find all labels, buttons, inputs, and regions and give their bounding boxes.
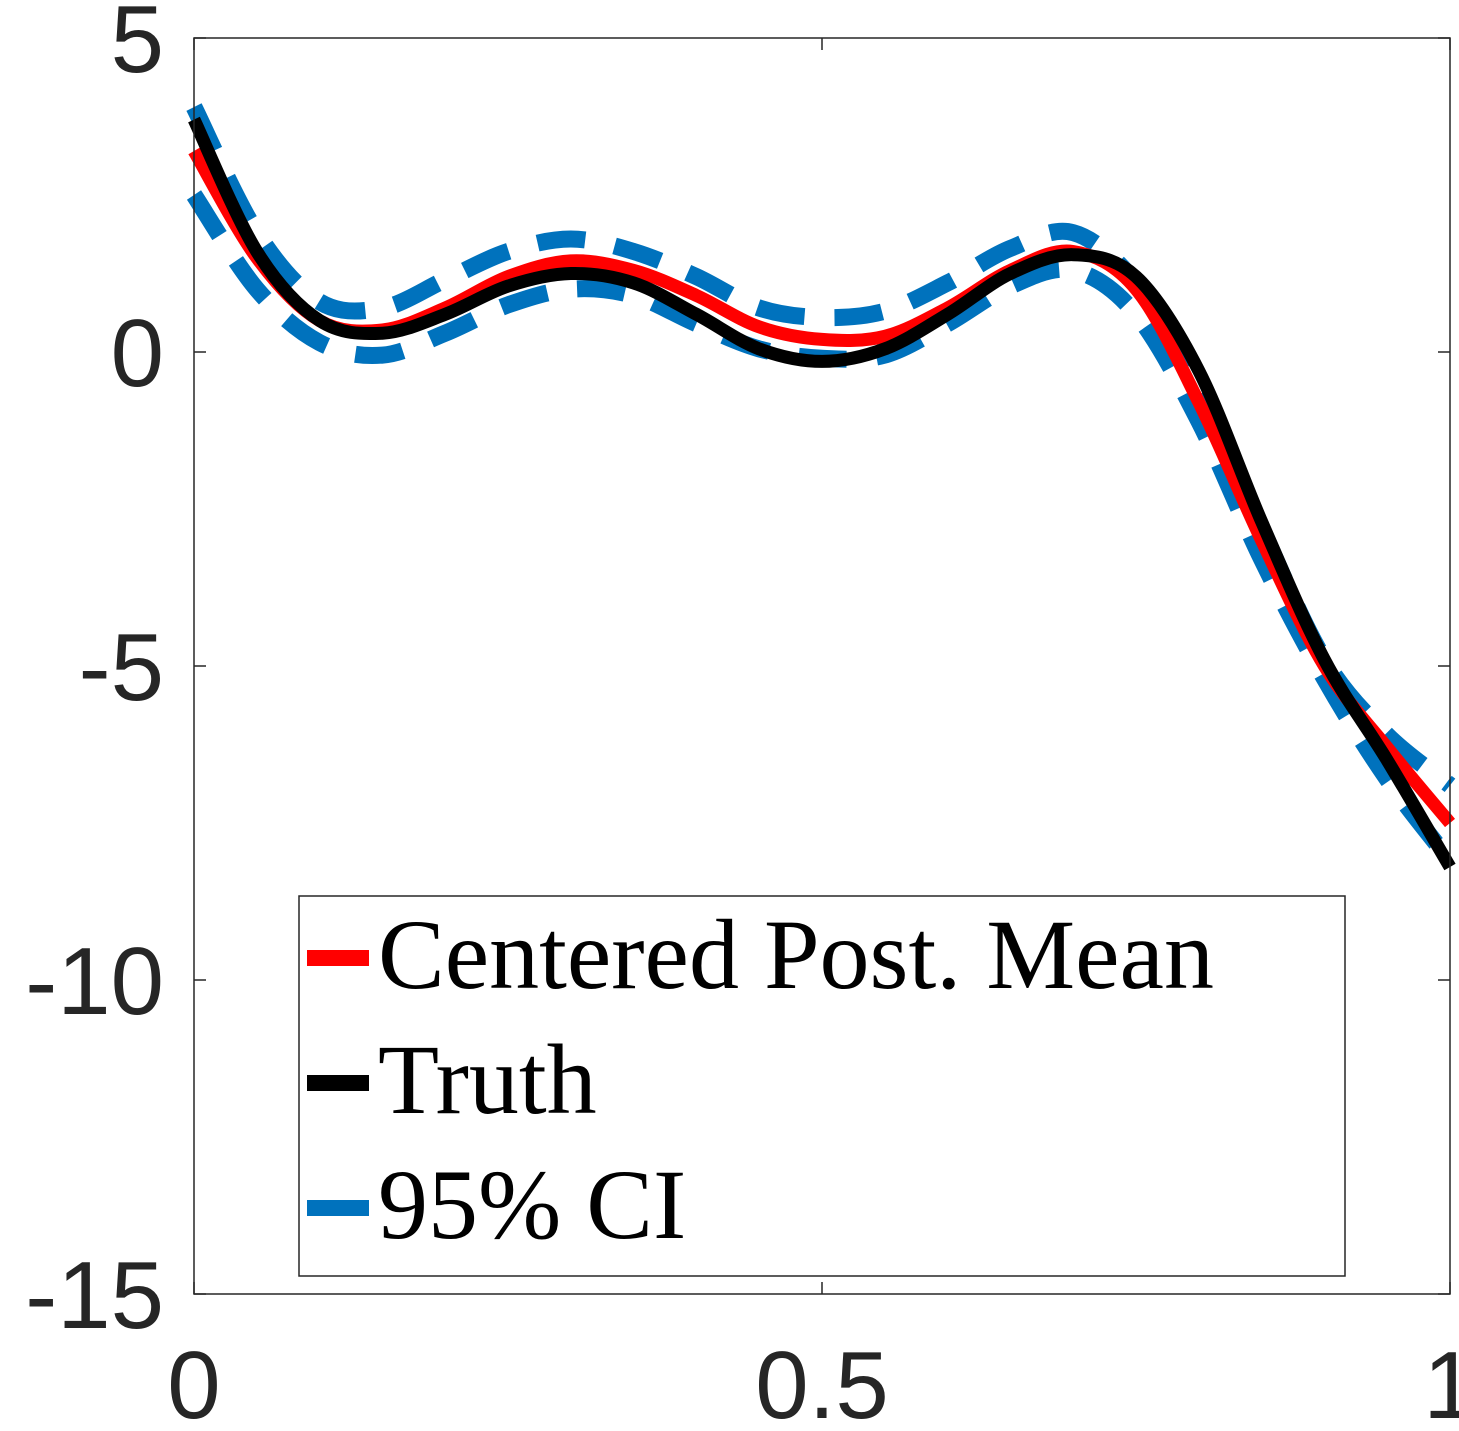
x-tick-label: 0.5 — [755, 1332, 888, 1431]
legend-label: Truth — [378, 1024, 597, 1135]
y-tick-label: -15 — [25, 1242, 164, 1349]
y-tick-label: 5 — [111, 0, 164, 93]
series-layer — [186, 103, 1457, 871]
x-tick-label: 1 — [1423, 1332, 1459, 1431]
series-line-3 — [186, 190, 1457, 866]
ticks-layer — [193, 37, 1451, 1295]
y-tick-label: -5 — [79, 614, 164, 721]
labels-layer: 0 0.5 1 5 0 -5 -10 -15 — [25, 0, 1459, 1431]
series-line-1 — [188, 116, 1456, 871]
legend: Centered Post. Mean Truth 95% CI — [298, 895, 1346, 1277]
x-tick-label: 0 — [167, 1332, 220, 1431]
series-line-2 — [186, 103, 1456, 793]
y-tick-label: -10 — [25, 928, 164, 1035]
legend-label: 95% CI — [378, 1149, 686, 1260]
legend-box — [298, 895, 1346, 1277]
legend-label: Centered Post. Mean — [378, 899, 1214, 1010]
y-tick-label: 0 — [111, 300, 164, 407]
